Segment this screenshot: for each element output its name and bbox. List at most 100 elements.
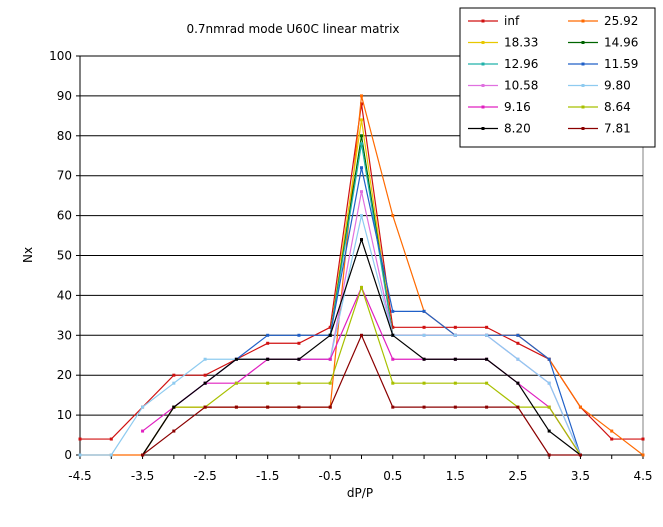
data-point [328,405,332,409]
data-point [485,381,489,385]
legend-item: 7.81 [568,122,631,136]
x-tick-label: 4.5 [633,469,652,483]
legend-marker [581,41,585,44]
legend-label: 12.96 [504,57,538,71]
data-point [328,333,332,337]
data-point [578,453,582,457]
data-point [172,381,176,385]
legend-marker [581,62,585,66]
data-point [360,94,363,98]
x-tick-label: 1.5 [446,469,465,483]
data-point [547,429,551,433]
x-tick-label: 3.5 [571,469,590,483]
legend-marker [581,19,585,23]
data-point [422,405,426,409]
legend-label: inf [504,14,520,28]
y-tick-label: 70 [57,169,72,183]
legend-item: 14.96 [568,36,638,50]
data-point [453,405,457,409]
data-point [453,333,457,337]
data-point [422,333,426,337]
data-point [203,357,207,361]
data-point [516,381,520,385]
data-point [78,453,82,457]
data-point [203,405,207,409]
y-tick-label: 0 [64,448,72,462]
legend-label: 10.58 [504,79,538,93]
data-point [422,357,426,361]
legend-item: 8.20 [468,122,531,136]
data-point [360,285,363,289]
legend-marker [581,127,585,130]
legend-item: 12.96 [468,57,538,71]
data-point [360,142,363,146]
legend-label: 9.16 [504,100,531,114]
data-point [266,341,270,345]
legend-item: 10.58 [468,79,538,93]
data-point [328,357,332,361]
data-point [360,214,363,218]
data-point [297,405,301,409]
data-point [360,238,363,242]
data-point [172,373,176,377]
data-point [203,373,207,377]
legend-item: 9.16 [468,100,531,114]
data-point [485,405,489,409]
data-point [516,341,520,345]
data-point [266,333,270,337]
data-point [578,405,582,409]
legend-marker [581,84,585,87]
legend-item: 18.33 [468,36,538,50]
x-tick-label: -4.5 [68,469,91,483]
legend: inf 25.92 18.33 14.96 12.96 11.59 10.58 9.80 9.1… [459,7,656,148]
y-tick-label: 80 [57,129,72,143]
series-lines [78,94,645,457]
legend-box [459,7,656,148]
x-tick-label: 2.5 [508,469,527,483]
legend-marker [481,62,485,66]
data-point [641,437,645,441]
data-point [297,333,301,337]
legend-item: 8.64 [568,100,631,114]
x-tick-label: -0.5 [319,469,342,483]
legend-marker [481,84,485,87]
legend-label: 14.96 [604,36,638,50]
data-point [422,381,426,385]
data-point [266,357,270,361]
data-point [141,429,145,433]
data-point [391,381,395,385]
data-point [422,325,426,329]
data-point [172,429,176,433]
legend-marker [481,19,485,23]
data-point [610,429,614,433]
legend-label: 9.80 [604,79,631,93]
data-point [360,190,363,194]
x-tick-label: -3.5 [131,469,154,483]
data-point [547,381,551,385]
series-7.81 [141,333,582,457]
data-point [453,381,457,385]
legend-label: 8.20 [504,122,531,136]
data-point [328,325,332,329]
y-tick-label: 50 [57,249,72,263]
legend-marker [481,41,485,44]
data-point [360,118,363,122]
data-point [485,357,489,361]
data-point [360,333,363,337]
data-point [610,437,614,441]
data-point [547,405,551,409]
data-point [109,453,113,457]
data-point [516,405,520,409]
data-point [234,357,238,361]
legend-label: 25.92 [604,14,638,28]
legend-item: 25.92 [568,14,638,28]
y-tick-label: 90 [57,89,72,103]
data-point [266,405,270,409]
data-point [297,357,301,361]
legend-marker [581,105,585,109]
data-point [453,357,457,361]
y-tick-label: 60 [57,209,72,223]
x-tick-label: 0.5 [383,469,402,483]
legend-item: 9.80 [568,79,631,93]
